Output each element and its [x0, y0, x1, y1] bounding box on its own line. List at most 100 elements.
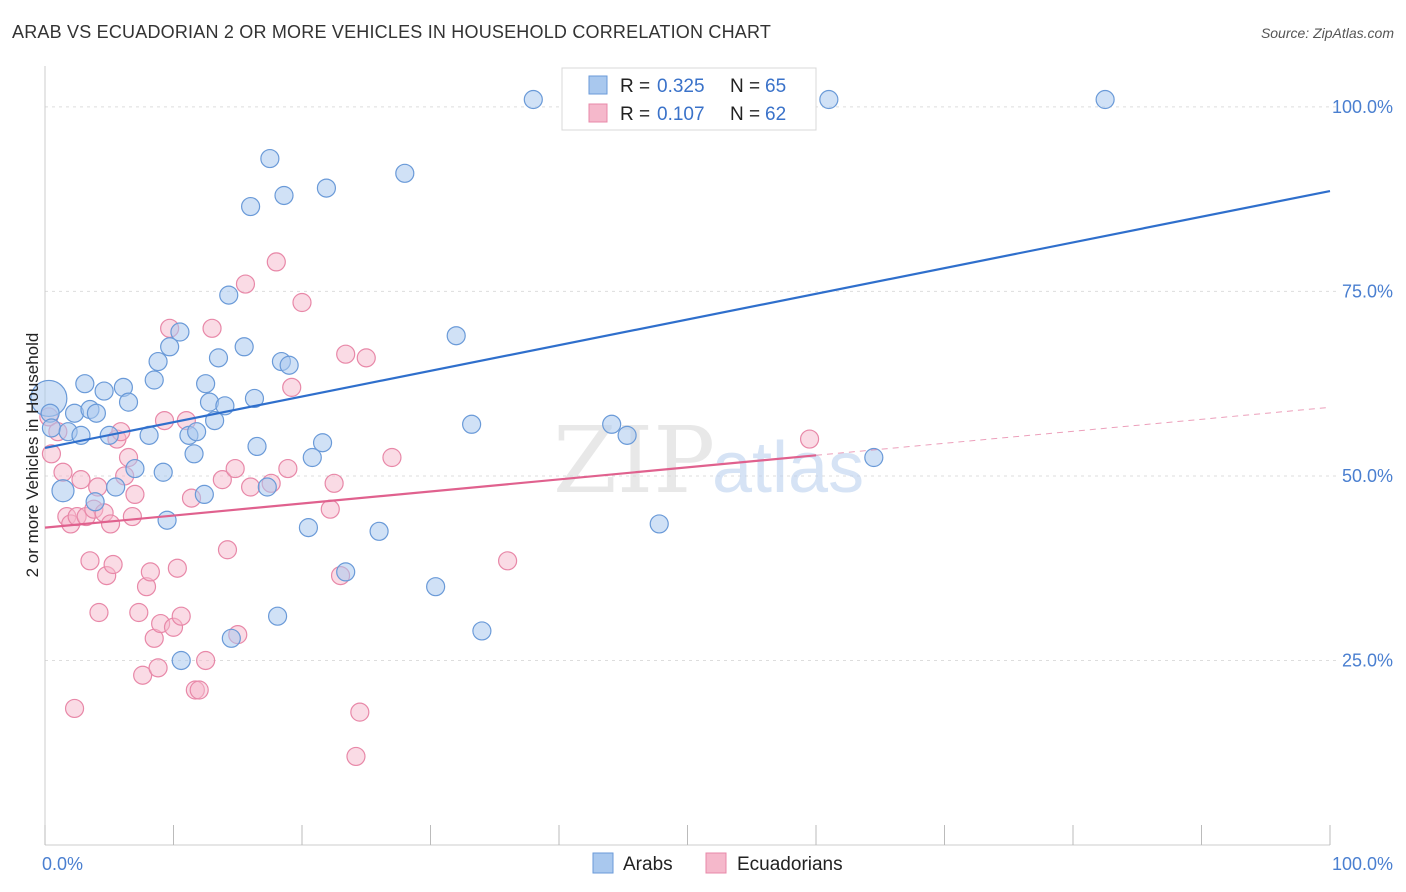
arabs-point [819, 89, 839, 110]
arabs-point [85, 492, 105, 512]
arabs-point [274, 185, 294, 206]
arabs-point [94, 381, 114, 401]
x-tick-label-min: 0.0% [42, 854, 83, 874]
arabs-trend-line [44, 189, 1331, 449]
stats-ecu-n-label: N = [730, 104, 760, 125]
arabs-point [219, 285, 239, 305]
legend-label-arabs: Arabs [623, 854, 673, 875]
ecuadorians-point [148, 658, 168, 678]
arabs-point [244, 388, 265, 409]
watermark-zip: ZIP [553, 407, 715, 514]
ecuadorians-point [189, 680, 209, 700]
arabs-point [160, 337, 180, 357]
watermark: ZIP atlas [553, 407, 864, 514]
ecuadorians-point [324, 473, 344, 493]
stats-arabs-n-value: 65 [765, 76, 786, 97]
arabs-point [125, 458, 145, 479]
ecuadorians-point [346, 746, 366, 767]
ecuadorians-point [320, 499, 340, 519]
arabs-point [75, 374, 95, 394]
ecuadorians-point [103, 554, 123, 575]
y-tick-label: 100.0% [1332, 97, 1393, 117]
arabs-point [602, 414, 622, 434]
x-tick-labels: 0.0% 100.0% [42, 854, 1393, 874]
ecuadorians-point [89, 602, 109, 623]
legend-label-ecuadorians: Ecuadorians [737, 854, 843, 875]
legend-swatch-arabs [592, 852, 614, 874]
arabs-point [205, 410, 225, 431]
ecuadorians-point [799, 429, 820, 449]
ecuadorians-point [212, 470, 232, 490]
arabs-point [184, 444, 204, 464]
arabs-points [30, 89, 1115, 671]
arabs-point [194, 484, 214, 505]
arabs-point [51, 479, 75, 503]
arabs-point [446, 326, 466, 346]
ecuadorians-point [64, 698, 85, 719]
series-legend: Arabs Ecuadorians [592, 852, 843, 875]
ecuadorians-point [133, 665, 153, 685]
stats-swatch-ecuadorians [588, 103, 608, 123]
arabs-point [86, 403, 107, 423]
arabs-point [649, 514, 669, 534]
arabs-point [118, 392, 139, 412]
ecuadorians-point [53, 462, 73, 482]
ecuadorians-point [266, 252, 286, 272]
y-tick-label: 50.0% [1342, 466, 1393, 486]
ecuadorians-trend-extension [815, 406, 1331, 456]
arabs-point [187, 422, 207, 442]
arabs-point [336, 562, 356, 582]
ecuadorians-point [356, 348, 376, 368]
arabs-point [395, 163, 415, 183]
chart-title: ARAB VS ECUADORIAN 2 OR MORE VEHICLES IN… [12, 22, 772, 42]
arabs-point [221, 628, 241, 648]
ecuadorians-point [217, 540, 238, 560]
stats-arabs-r-value: 0.325 [657, 76, 705, 97]
x-tick-label-max: 100.0% [1332, 854, 1393, 874]
ecuadorians-point [80, 551, 100, 571]
ecuadorians-point [235, 274, 256, 294]
ecuadorians-trend-line [44, 454, 817, 529]
ecuadorians-point [140, 562, 160, 582]
ecuadorians-point [171, 606, 191, 626]
arabs-point [144, 370, 164, 390]
stats-ecu-r-label: R = [620, 104, 650, 125]
watermark-atlas: atlas [712, 428, 864, 508]
ecuadorians-point [100, 514, 121, 534]
arabs-point [316, 178, 337, 198]
arabs-point [153, 462, 173, 482]
arabs-point [462, 414, 482, 434]
y-tick-label: 25.0% [1342, 650, 1393, 670]
arabs-point [312, 433, 333, 453]
arabs-point [369, 521, 389, 541]
arabs-point [247, 436, 267, 457]
ecuadorians-point [225, 458, 245, 479]
ecuadorians-point [350, 702, 370, 722]
ecuadorians-point [196, 650, 216, 671]
arabs-point [279, 355, 299, 375]
arabs-point [1095, 89, 1115, 110]
arabs-point [157, 510, 177, 530]
arabs-point [426, 577, 446, 597]
ecuadorians-point [278, 458, 298, 479]
ecuadorians-point [292, 292, 312, 313]
stats-ecu-n-value: 62 [765, 104, 786, 125]
arabs-point [472, 621, 492, 641]
stats-ecu-r-value: 0.107 [657, 104, 705, 125]
y-tick-label: 75.0% [1342, 281, 1393, 301]
grid-lines [45, 106, 1340, 661]
stats-swatch-arabs [588, 75, 608, 95]
arabs-point [523, 89, 543, 110]
ecuadorians-point [336, 344, 356, 364]
arabs-point [298, 518, 319, 538]
ecuadorians-point [282, 377, 302, 397]
chart-source: Source: ZipAtlas.com [1260, 25, 1394, 41]
arabs-point [170, 322, 190, 342]
arabs-point [208, 348, 229, 368]
arabs-point [257, 477, 277, 497]
arabs-point [106, 477, 126, 497]
stats-legend: R = 0.325 N = 65 R = 0.107 N = 62 [561, 67, 817, 131]
arabs-point [260, 148, 280, 169]
ecuadorians-point [71, 470, 91, 490]
y-axis-label: 2 or more Vehicles in Household [23, 333, 42, 578]
